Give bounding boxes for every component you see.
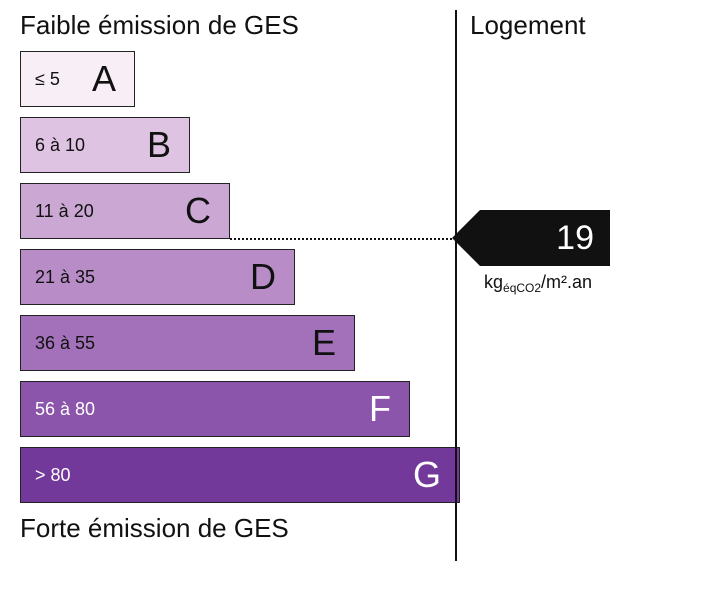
bar-g: > 80 G [20,447,460,503]
bar-c: 11 à 20 C [20,183,230,239]
unit-prefix: kg [484,272,503,292]
unit-sub: éqCO2 [503,281,541,295]
bar-range: > 80 [35,465,71,486]
bar-letter: E [312,322,336,364]
title-right: Logement [470,10,586,41]
bar-letter: A [92,58,116,100]
bar-a: ≤ 5 A [20,51,135,107]
bar-b: 6 à 10 B [20,117,190,173]
indicator-unit: kgéqCO2/m².an [484,272,592,293]
bar-range: 21 à 35 [35,267,95,288]
bar-letter: D [250,256,276,298]
title-top: Faible émission de GES [20,10,692,41]
bar-range: ≤ 5 [35,69,60,90]
bar-e: 36 à 55 E [20,315,355,371]
bar-range: 36 à 55 [35,333,95,354]
vertical-divider [455,10,457,561]
bar-range: 56 à 80 [35,399,95,420]
indicator-value: 19 [556,219,594,258]
bar-letter: B [147,124,171,166]
bar-letter: G [413,454,441,496]
bar-f: 56 à 80 F [20,381,410,437]
bar-letter: C [185,190,211,232]
bar-range: 6 à 10 [35,135,85,156]
unit-suffix: /m².an [541,272,592,292]
bar-d: 21 à 35 D [20,249,295,305]
bar-letter: F [369,388,391,430]
value-indicator: 19 [480,210,610,266]
ges-diagram: Faible émission de GES ≤ 5 A 6 à 10 B 11 à 2… [0,0,712,605]
bar-range: 11 à 20 [35,201,94,222]
title-bottom: Forte émission de GES [20,513,692,544]
